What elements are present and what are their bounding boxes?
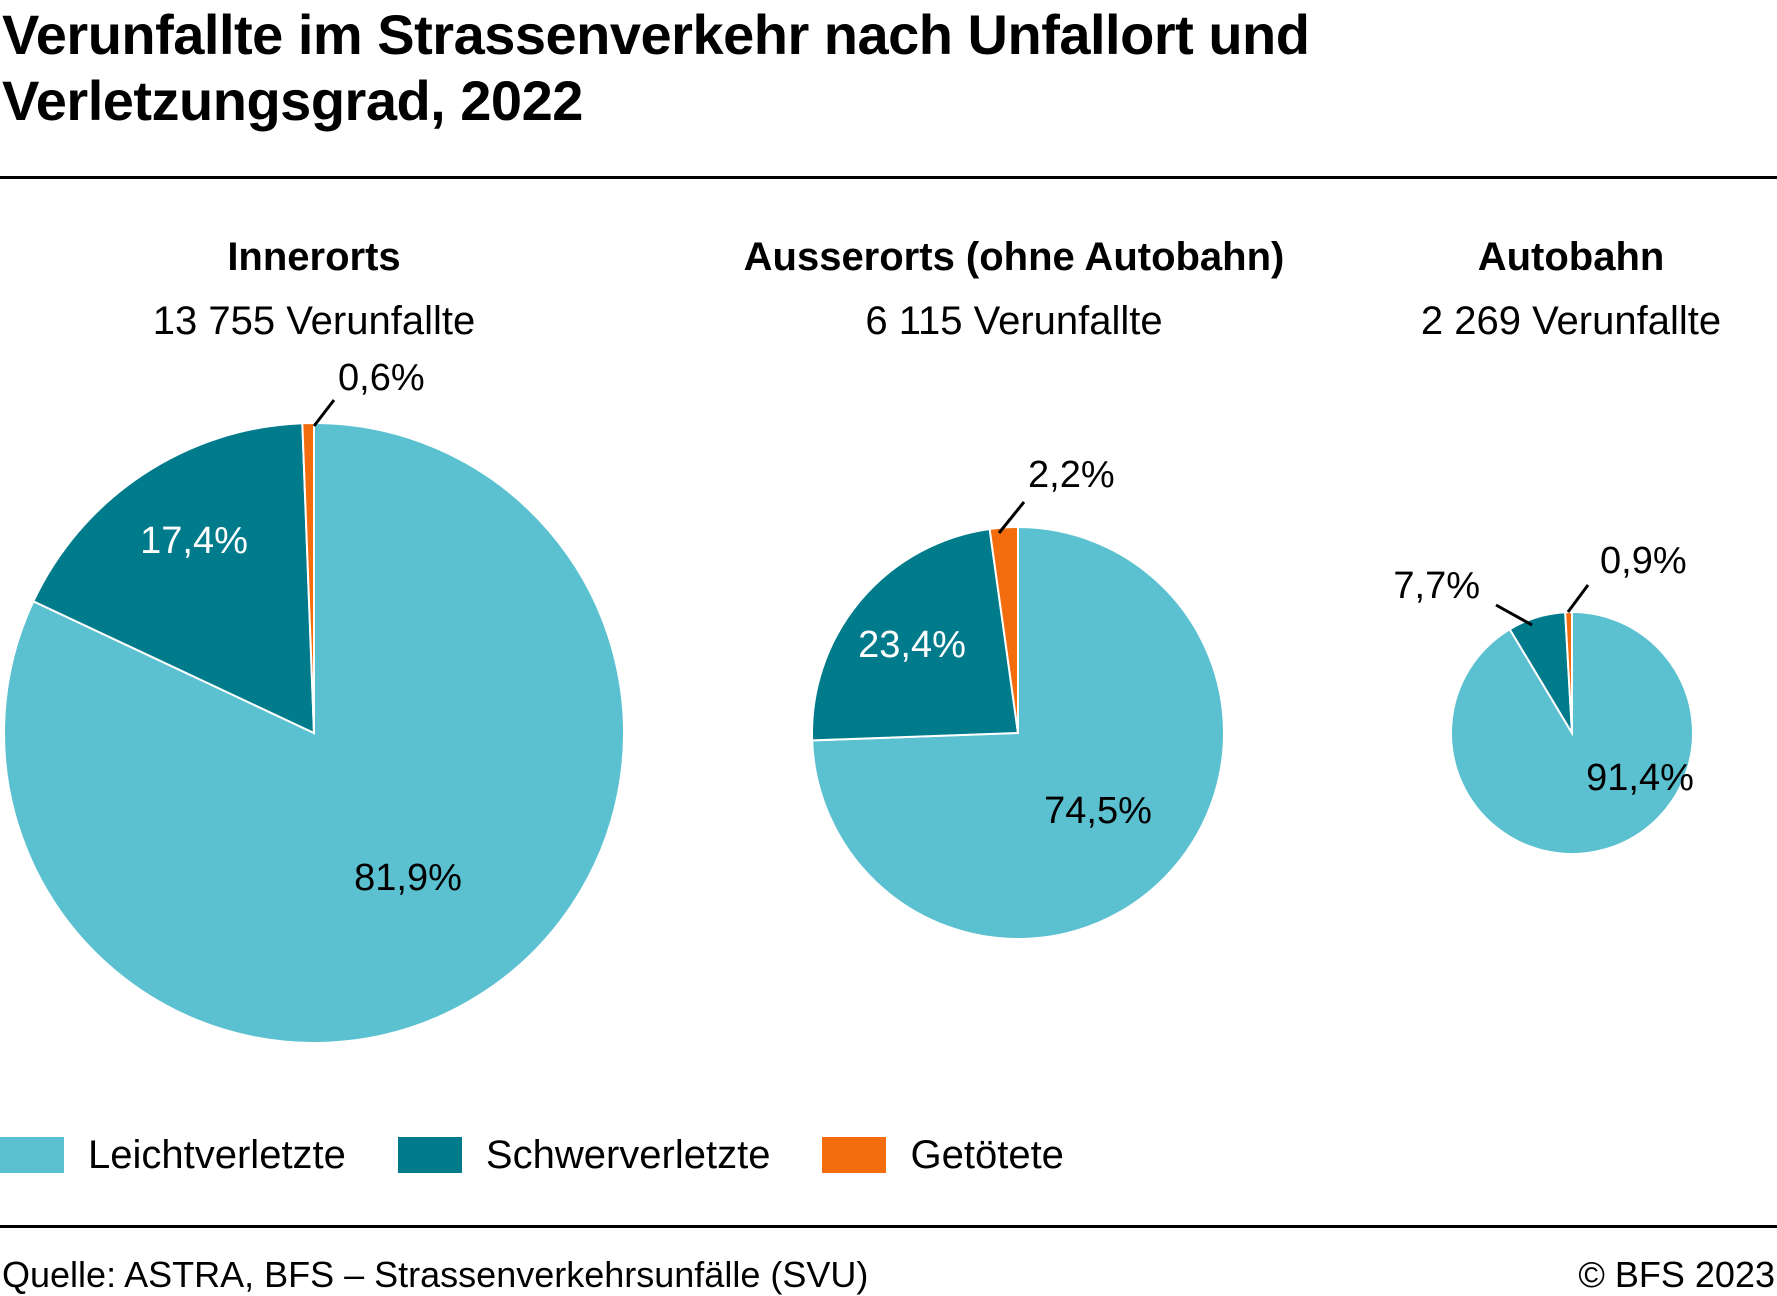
slice-label: 2,2% [1028, 454, 1115, 496]
label-leader-line [1566, 584, 1590, 613]
pie-header-autobahn: Autobahn 2 269 Verunfallte [1221, 232, 1777, 346]
slice-label: 74,5% [1044, 790, 1152, 832]
slice-label: 0,9% [1600, 540, 1687, 582]
slice-label: 0,6% [338, 357, 425, 399]
label-leader-line [1495, 603, 1533, 627]
legend-item-schwerverletzte: Schwerverletzte [397, 1132, 771, 1178]
pie-slice-schwerverletzte [32, 422, 316, 735]
pie-title: Autobahn [1477, 235, 1665, 279]
legend: Leichtverletzte Schwerverletzte Getötete [0, 1125, 1116, 1185]
slice-label: 17,4% [140, 520, 248, 562]
legend-label: Getötete [910, 1132, 1064, 1177]
pie-slice-schwerverletzte [811, 527, 1020, 742]
legend-label: Leichtverletzte [88, 1132, 346, 1177]
pie-title: Innerorts [227, 235, 401, 279]
pie-subtitle: 13 755 Verunfallte [152, 299, 476, 343]
label-leader-line [997, 501, 1026, 534]
source-note: Quelle: ASTRA, BFS – Strassenverkehrsunf… [2, 1254, 869, 1295]
pie-slice-getötete [301, 421, 315, 734]
pie-title: Ausserorts (ohne Autobahn) [743, 235, 1285, 279]
legend-label: Schwerverletzte [485, 1132, 771, 1177]
bottom-divider [0, 1225, 1777, 1228]
legend-swatch [0, 1137, 64, 1173]
legend-swatch [822, 1137, 887, 1173]
pie-header-ausserorts: Ausserorts (ohne Autobahn) 6 115 Verunfa… [664, 232, 1364, 346]
legend-item-getoetete: Getötete [822, 1132, 1064, 1178]
label-leader-line [312, 399, 336, 427]
legend-item-leichtverletzte: Leichtverletzte [0, 1133, 346, 1178]
top-divider [0, 176, 1777, 179]
pie-subtitle: 6 115 Verunfallte [865, 299, 1163, 343]
slice-label: 23,4% [858, 624, 966, 666]
copyright: © BFS 2023 [1578, 1254, 1775, 1295]
pie-subtitle: 2 269 Verunfallte [1420, 299, 1722, 343]
slice-label: 81,9% [354, 857, 462, 899]
chart-title: Verunfallte im Strassenverkehr nach Unfa… [2, 3, 1310, 132]
slice-label: 91,4% [1586, 757, 1694, 799]
legend-swatch [397, 1137, 462, 1173]
slice-label: 7,7% [1393, 565, 1480, 607]
pie-header-innerorts: Innerorts 13 755 Verunfallte [0, 232, 664, 346]
pie-charts: 81,9% 17,4% 0,6% 74,5% 23,4% 2,2% 91,4% 7,7% 0,9… [3, 357, 1694, 1044]
